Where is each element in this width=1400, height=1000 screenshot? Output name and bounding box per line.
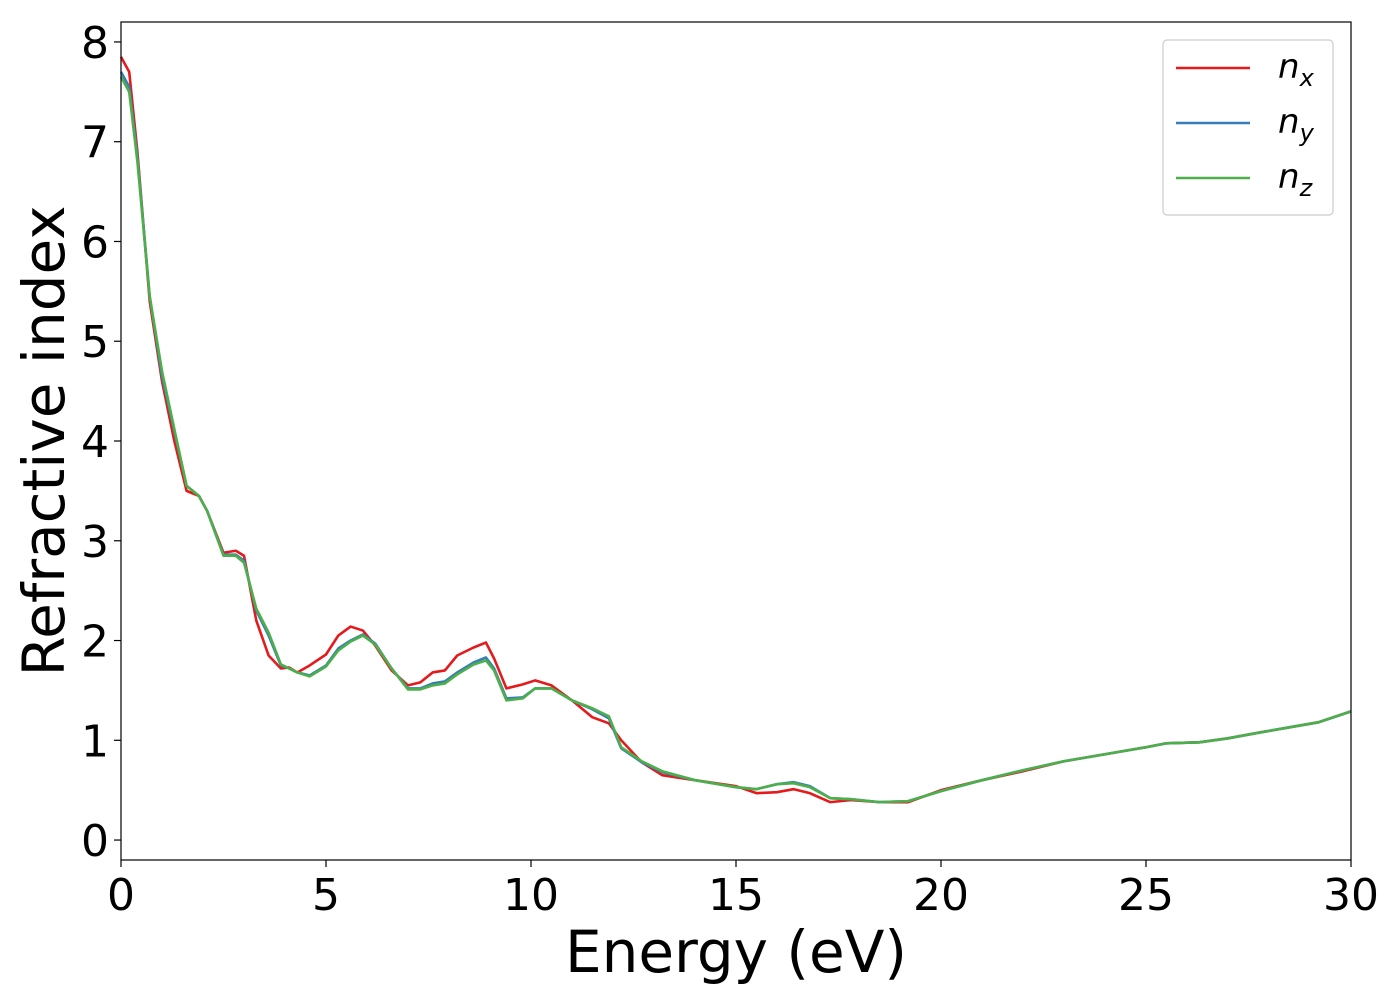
legend-label-main: n bbox=[1278, 102, 1300, 142]
y-tick-label: 5 bbox=[81, 317, 109, 368]
x-tick-label: 15 bbox=[708, 870, 764, 921]
x-tick-label: 20 bbox=[913, 870, 969, 921]
legend-label-subscript: x bbox=[1299, 64, 1315, 92]
legend-label-ny: ny bbox=[1278, 102, 1315, 147]
legend-label-main: n bbox=[1278, 157, 1300, 197]
legend-box bbox=[1162, 39, 1334, 216]
x-tick-label: 30 bbox=[1323, 870, 1379, 921]
y-tick-label: 8 bbox=[81, 18, 109, 69]
y-tick-label: 7 bbox=[81, 118, 109, 169]
x-tick-label: 25 bbox=[1118, 870, 1174, 921]
legend-label-subscript: z bbox=[1299, 174, 1314, 202]
y-tick-label: 0 bbox=[81, 816, 109, 867]
legend-label-main: n bbox=[1278, 47, 1300, 87]
series-line-nz bbox=[119, 76, 1352, 804]
x-tick-label: 0 bbox=[107, 870, 135, 921]
x-axis-ticks: 0 5 10 15 20 25 30 bbox=[107, 860, 1379, 921]
x-axis-title: Energy (eV) bbox=[565, 918, 907, 986]
series-layer bbox=[119, 56, 1352, 804]
legend-label-nx: nx bbox=[1278, 47, 1315, 92]
x-tick-label: 10 bbox=[503, 870, 559, 921]
y-axis-ticks: 0 1 2 3 4 5 6 7 8 bbox=[81, 18, 121, 867]
y-tick-label: 4 bbox=[81, 417, 109, 468]
x-tick-label: 5 bbox=[312, 870, 340, 921]
legend-label-nz: nz bbox=[1278, 157, 1314, 202]
y-tick-label: 1 bbox=[81, 716, 109, 767]
y-tick-label: 6 bbox=[81, 217, 109, 268]
legend-label-subscript: y bbox=[1299, 119, 1315, 147]
y-axis-title: Refractive index bbox=[10, 205, 78, 676]
y-tick-label: 3 bbox=[81, 517, 109, 568]
y-tick-label: 2 bbox=[81, 617, 109, 668]
